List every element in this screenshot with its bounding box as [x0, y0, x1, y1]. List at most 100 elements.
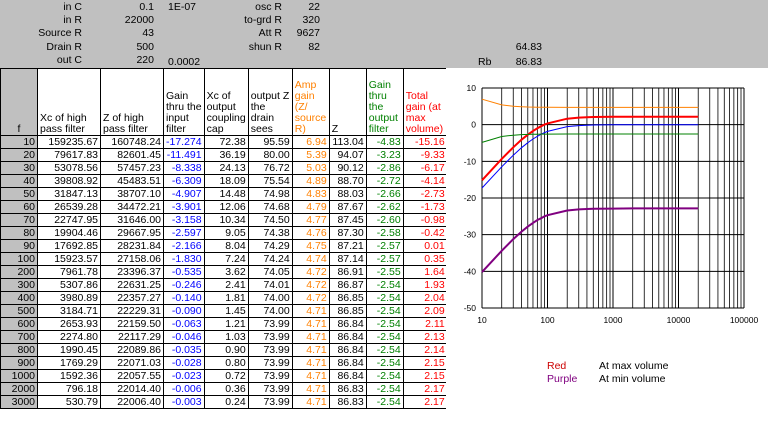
table-cell[interactable]: 19904.46 — [37, 226, 101, 240]
frequency-cell[interactable]: 80 — [0, 226, 38, 240]
table-cell[interactable]: 88.70 — [328, 174, 367, 188]
table-cell[interactable]: -0.028 — [163, 356, 205, 370]
table-cell[interactable]: 0.35 — [402, 252, 448, 266]
table-cell[interactable]: 0.90 — [203, 343, 249, 357]
table-cell[interactable]: 2.15 — [402, 369, 448, 383]
table-cell[interactable]: 86.85 — [328, 291, 367, 305]
table-cell[interactable]: 86.84 — [328, 356, 367, 370]
table-cell[interactable]: 10.34 — [203, 213, 249, 227]
table-cell[interactable]: 2.09 — [402, 304, 448, 318]
table-cell[interactable]: 3.62 — [203, 265, 249, 279]
table-cell[interactable]: 73.99 — [247, 382, 293, 396]
table-cell[interactable]: 0.24 — [203, 395, 249, 409]
table-cell[interactable]: 4.72 — [291, 291, 330, 305]
frequency-cell[interactable]: 2000 — [0, 382, 38, 396]
table-cell[interactable]: 4.74 — [291, 252, 330, 266]
table-cell[interactable]: 5.03 — [291, 161, 330, 175]
table-cell[interactable]: 2.15 — [402, 356, 448, 370]
table-cell[interactable]: 2.13 — [402, 330, 448, 344]
frequency-cell[interactable]: 40 — [0, 174, 38, 188]
table-cell[interactable]: 27158.06 — [100, 252, 164, 266]
table-cell[interactable]: -2.597 — [163, 226, 205, 240]
table-cell[interactable]: 23396.37 — [100, 265, 164, 279]
header-cell[interactable]: Xc of high pass filter — [37, 68, 101, 136]
table-cell[interactable]: 76.72 — [247, 161, 293, 175]
header-cell[interactable]: Z of high pass filter — [100, 68, 164, 136]
table-cell[interactable]: 2274.80 — [37, 330, 101, 344]
frequency-cell[interactable]: 3000 — [0, 395, 38, 409]
table-cell[interactable]: 2.14 — [402, 343, 448, 357]
table-cell[interactable]: -2.57 — [365, 252, 404, 266]
param-value[interactable]: 82 — [308, 41, 320, 53]
table-cell[interactable]: -1.73 — [402, 200, 448, 214]
table-cell[interactable]: -2.54 — [365, 395, 404, 409]
table-cell[interactable]: -4.14 — [402, 174, 448, 188]
table-cell[interactable]: 74.24 — [247, 252, 293, 266]
table-cell[interactable]: -6.309 — [163, 174, 205, 188]
table-cell[interactable]: 38707.10 — [100, 187, 164, 201]
table-cell[interactable]: -2.54 — [365, 369, 404, 383]
table-cell[interactable]: 1592.36 — [37, 369, 101, 383]
table-cell[interactable]: -2.166 — [163, 239, 205, 253]
table-cell[interactable]: 80.00 — [247, 148, 293, 162]
table-cell[interactable]: 1990.45 — [37, 343, 101, 357]
param-value[interactable]: 220 — [136, 54, 154, 66]
frequency-cell[interactable]: 50 — [0, 187, 38, 201]
table-cell[interactable]: 74.50 — [247, 213, 293, 227]
table-cell[interactable]: 4.71 — [291, 330, 330, 344]
table-cell[interactable]: -0.246 — [163, 278, 205, 292]
table-cell[interactable]: -2.57 — [365, 239, 404, 253]
table-cell[interactable]: 39808.92 — [37, 174, 101, 188]
table-cell[interactable]: 22357.27 — [100, 291, 164, 305]
header-cell[interactable]: output Z the drain sees — [247, 68, 293, 136]
table-cell[interactable]: 86.91 — [328, 265, 367, 279]
frequency-cell[interactable]: 30 — [0, 161, 38, 175]
table-cell[interactable]: -4.907 — [163, 187, 205, 201]
table-cell[interactable]: -2.73 — [402, 187, 448, 201]
table-cell[interactable]: 4.89 — [291, 174, 330, 188]
param-value[interactable]: 500 — [136, 41, 154, 53]
table-cell[interactable]: 17692.85 — [37, 239, 101, 253]
table-cell[interactable]: 530.79 — [37, 395, 101, 409]
frequency-cell[interactable]: 900 — [0, 356, 38, 370]
table-cell[interactable]: 1.64 — [402, 265, 448, 279]
table-cell[interactable]: 22057.55 — [100, 369, 164, 383]
table-cell[interactable]: 2.04 — [402, 291, 448, 305]
table-cell[interactable]: 4.71 — [291, 356, 330, 370]
table-cell[interactable]: 86.83 — [328, 382, 367, 396]
param-value[interactable]: 22000 — [124, 14, 154, 26]
table-cell[interactable]: 57457.23 — [100, 161, 164, 175]
frequency-cell[interactable]: 800 — [0, 343, 38, 357]
header-cell[interactable]: Z — [328, 68, 367, 136]
table-cell[interactable]: -3.158 — [163, 213, 205, 227]
param-value[interactable]: 43 — [142, 27, 154, 39]
table-cell[interactable]: 28231.84 — [100, 239, 164, 253]
table-cell[interactable]: 87.67 — [328, 200, 367, 214]
table-cell[interactable]: 2.11 — [402, 317, 448, 331]
table-cell[interactable]: 24.13 — [203, 161, 249, 175]
frequency-cell[interactable]: 70 — [0, 213, 38, 227]
table-cell[interactable]: 53078.56 — [37, 161, 101, 175]
table-cell[interactable]: 4.71 — [291, 395, 330, 409]
table-cell[interactable]: 0.72 — [203, 369, 249, 383]
table-cell[interactable]: 36.19 — [203, 148, 249, 162]
table-cell[interactable]: -2.66 — [365, 187, 404, 201]
table-cell[interactable]: 86.83 — [328, 395, 367, 409]
table-cell[interactable]: -0.046 — [163, 330, 205, 344]
table-cell[interactable]: 87.45 — [328, 213, 367, 227]
table-cell[interactable]: 86.84 — [328, 330, 367, 344]
table-cell[interactable]: -0.023 — [163, 369, 205, 383]
table-cell[interactable]: -2.54 — [365, 304, 404, 318]
table-cell[interactable]: -2.86 — [365, 161, 404, 175]
table-cell[interactable]: 90.12 — [328, 161, 367, 175]
table-cell[interactable]: -1.830 — [163, 252, 205, 266]
table-cell[interactable]: 4.79 — [291, 200, 330, 214]
table-cell[interactable]: 796.18 — [37, 382, 101, 396]
header-cell[interactable]: Gain thru the input filter — [163, 68, 205, 136]
table-cell[interactable]: -3.23 — [365, 148, 404, 162]
table-cell[interactable]: -0.003 — [163, 395, 205, 409]
table-cell[interactable]: 82601.45 — [100, 148, 164, 162]
table-cell[interactable]: 5307.86 — [37, 278, 101, 292]
table-cell[interactable]: -0.035 — [163, 343, 205, 357]
table-cell[interactable]: -0.140 — [163, 291, 205, 305]
